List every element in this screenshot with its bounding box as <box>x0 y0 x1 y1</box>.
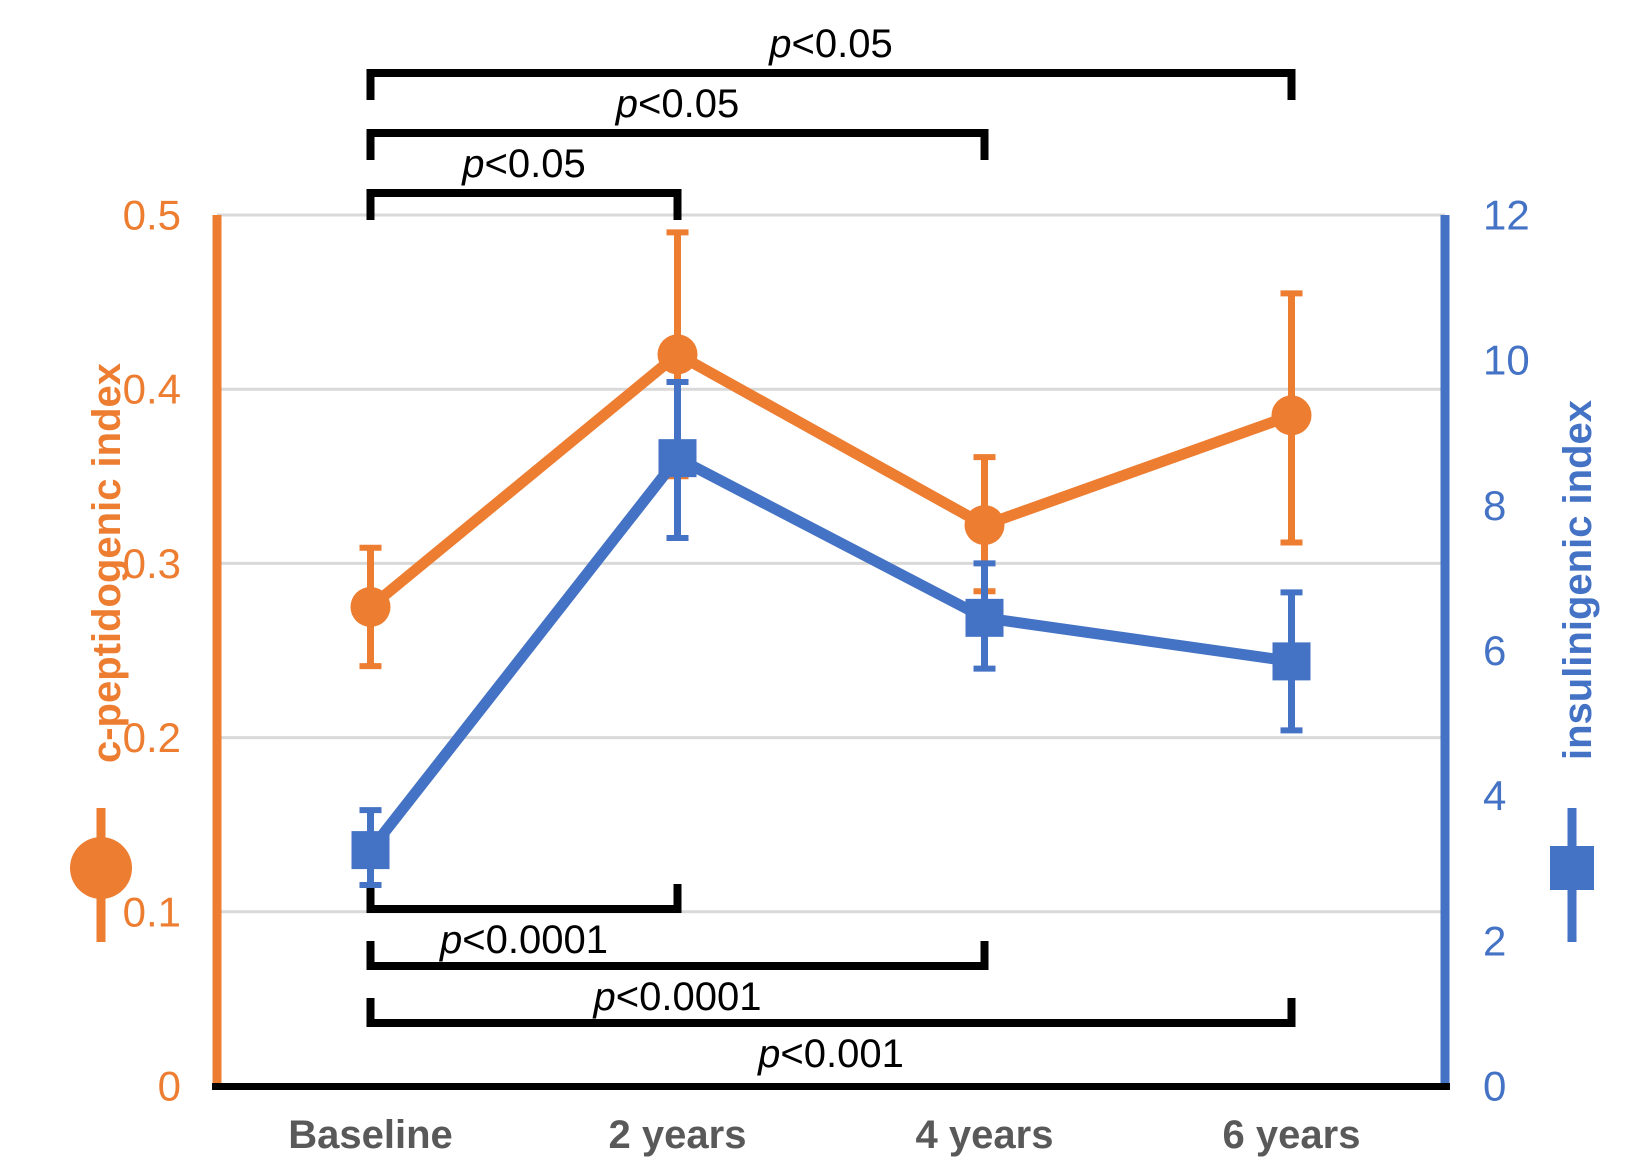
left-axis-title: c-peptidogenic index <box>85 363 129 763</box>
top-bracket-label: p<0.05 <box>615 82 739 126</box>
bottom-bracket <box>366 941 989 970</box>
bottom-bracket-label: p<0.0001 <box>439 918 608 962</box>
data-point-marker <box>964 505 1005 546</box>
top-bracket-label: p<0.05 <box>461 142 585 186</box>
axis-titles: c-peptidogenic index insulinigenic index <box>85 363 1600 763</box>
bottom-bracket-label: p<0.001 <box>757 1032 904 1076</box>
data-point-marker <box>1271 395 1312 436</box>
legend-icons <box>70 808 1594 942</box>
axes <box>212 215 1450 1090</box>
data-point-marker <box>658 439 697 478</box>
tick-labels: 0 0.1 0.2 0.3 0.4 0.5 0 2 4 6 8 10 12 Baseline 2 years… <box>123 192 1530 1158</box>
right-axis-tick-label: 10 <box>1483 337 1530 384</box>
bottom-bracket <box>366 998 1296 1027</box>
top-bracket <box>366 189 682 220</box>
left-axis-tick-label: 0.5 <box>123 192 181 239</box>
bottom-bracket-label: p<0.0001 <box>593 975 762 1019</box>
x-axis-category-label: 6 years <box>1223 1113 1361 1157</box>
series-insulinigenic-index <box>351 378 1311 888</box>
left-axis-tick-label: 0.1 <box>123 888 181 935</box>
x-axis-category-label: Baseline <box>288 1113 453 1157</box>
left-axis-tick-label: 0.4 <box>123 366 181 413</box>
left-axis-tick-label: 0.3 <box>123 540 181 587</box>
left-axis-tick-label: 0 <box>158 1063 181 1110</box>
x-axis-line <box>212 1083 1450 1090</box>
right-axis-tick-label: 0 <box>1483 1063 1506 1110</box>
right-axis-line <box>1440 215 1450 1086</box>
data-point-marker <box>351 831 390 870</box>
top-bracket <box>366 129 989 160</box>
left-axis-line <box>212 215 222 1086</box>
bottom-bracket <box>366 884 682 913</box>
insulinigenic-legend-icon <box>1550 846 1594 890</box>
c-peptidogenic-legend-icon <box>70 837 132 899</box>
significance-brackets: p<0.05 p<0.05 p<0.05 p<0.0001 p<0.0001 p<0.00… <box>366 22 1296 1076</box>
data-point-marker <box>657 334 698 375</box>
series-line <box>366 452 1293 854</box>
top-bracket-label: p<0.05 <box>768 22 892 66</box>
data-point-marker <box>350 586 391 627</box>
right-axis-title: insulinigenic index <box>1556 400 1600 760</box>
top-bracket <box>366 69 1296 100</box>
x-axis-category-label: 2 years <box>609 1113 747 1157</box>
data-point-marker <box>965 598 1004 637</box>
right-axis-tick-label: 8 <box>1483 482 1506 529</box>
right-axis-tick-label: 12 <box>1483 192 1530 239</box>
series-c-peptidogenic-index <box>350 229 1312 670</box>
right-axis-tick-label: 2 <box>1483 917 1506 964</box>
right-axis-tick-label: 4 <box>1483 772 1506 819</box>
series-line <box>367 348 1294 612</box>
right-axis-tick-label: 6 <box>1483 627 1506 674</box>
x-axis-category-label: 4 years <box>916 1113 1054 1157</box>
data-point-marker <box>1272 642 1311 681</box>
left-axis-tick-label: 0.2 <box>123 714 181 761</box>
